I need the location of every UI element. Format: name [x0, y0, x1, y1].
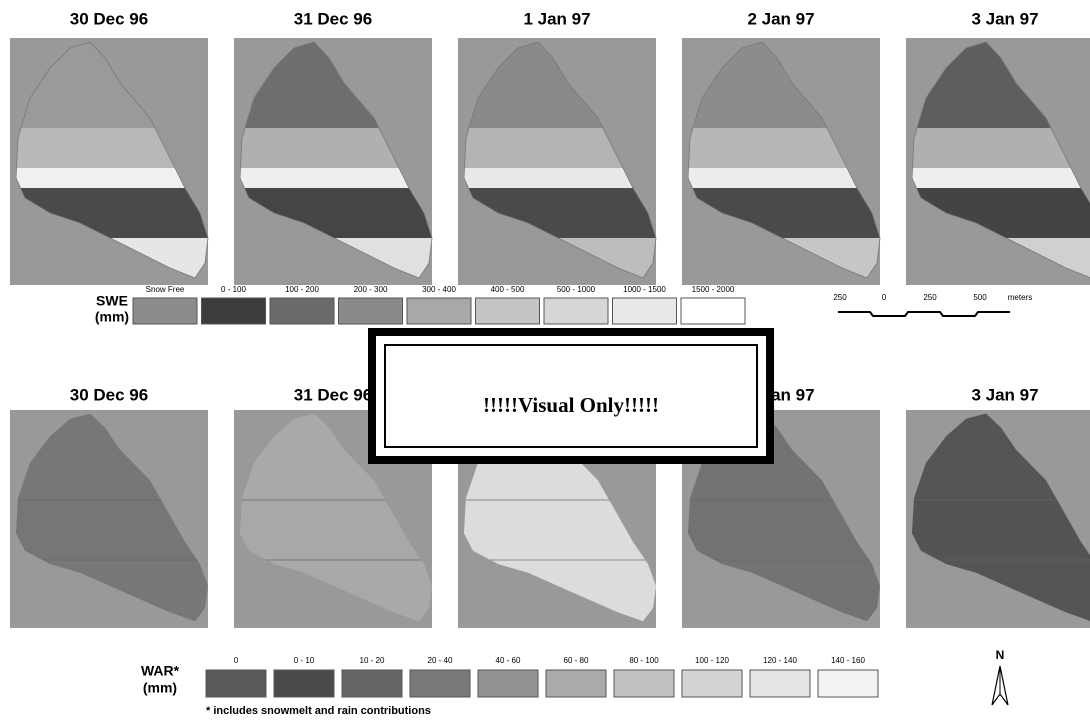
map-date: 3 Jan 97 — [971, 9, 1038, 28]
legend-swatch — [680, 297, 746, 325]
scale-label: 0 — [882, 293, 887, 302]
legend-unit: (mm) — [143, 680, 177, 696]
overlay-inner-frame — [384, 344, 758, 448]
legend-class: 60 - 80 — [564, 656, 589, 665]
legend-class: 400 - 500 — [491, 285, 525, 294]
legend-swatch — [545, 669, 607, 698]
legend-class: 0 - 100 — [221, 285, 246, 294]
legend-class: 500 - 1000 — [557, 285, 596, 294]
war-map — [10, 410, 208, 628]
swe-map — [906, 38, 1090, 285]
legend-class: 300 - 400 — [422, 285, 456, 294]
legend-swatch — [205, 669, 267, 698]
legend-swatch — [409, 669, 471, 698]
swe-map — [10, 38, 209, 285]
basin-zone — [16, 168, 208, 188]
legend-class: 0 — [234, 656, 239, 665]
legend-swatch — [338, 297, 403, 325]
overlay-text: !!!!!Visual Only!!!!! — [483, 393, 659, 417]
map-date: 3 Jan 97 — [971, 385, 1038, 404]
legend-class: 120 - 140 — [763, 656, 797, 665]
legend-swatch — [132, 297, 198, 325]
legend-swatch — [341, 669, 403, 698]
legend-swatch — [612, 297, 677, 325]
map-date: 1 Jan 97 — [523, 9, 590, 28]
map-date: 2 Jan 97 — [747, 9, 814, 28]
legends: SWE(mm)Snow Free 0 - 100 100 - 200 200 - 30… — [95, 285, 879, 717]
legend-class: 100 - 200 — [285, 285, 319, 294]
swe-map — [458, 38, 657, 285]
legend-swatch — [273, 669, 335, 698]
legend-class: 100 - 120 — [695, 656, 729, 665]
legend-unit: (mm) — [95, 309, 129, 325]
scale-bar: 250 0 250 500 meters — [833, 293, 1032, 317]
overlay: !!!!!Visual Only!!!!! — [368, 328, 774, 464]
north-arrow: N — [991, 648, 1009, 706]
legend-title: WAR* — [141, 663, 180, 679]
legend-class: 20 - 40 — [428, 656, 453, 665]
scale-label: 250 — [923, 293, 937, 302]
basin-zone — [688, 168, 880, 188]
legend-swatch — [681, 669, 743, 698]
legend-class: Snow Free — [146, 285, 185, 294]
legend-swatch — [749, 669, 811, 698]
basin-zone — [912, 499, 1090, 561]
map-date: 31 Dec 96 — [294, 9, 372, 28]
scale-unit: meters — [1008, 293, 1032, 302]
war-map — [682, 410, 880, 628]
legend-class: 1000 - 1500 — [623, 285, 666, 294]
basin-zone — [912, 168, 1090, 188]
footnote: * includes snowmelt and rain contributio… — [206, 705, 431, 717]
legend-class: 10 - 20 — [360, 656, 385, 665]
legend-class: 200 - 300 — [354, 285, 388, 294]
legend-swatch — [406, 297, 472, 325]
map-date: 30 Dec 96 — [70, 9, 148, 28]
map-date: 31 Dec 96 — [294, 385, 372, 404]
legend-swatch — [201, 297, 266, 325]
scale-line — [838, 311, 1010, 317]
legend-title: SWE — [96, 293, 128, 309]
legend-class: 80 - 100 — [629, 656, 659, 665]
map-date: 30 Dec 96 — [70, 385, 148, 404]
legend-swatch — [269, 297, 335, 325]
legend-swatch — [477, 669, 539, 698]
war-map — [906, 410, 1090, 628]
legend-swatch — [613, 669, 675, 698]
legend-class: 140 - 160 — [831, 656, 865, 665]
basin-zone — [464, 168, 656, 188]
legend-class: 1500 - 2000 — [692, 285, 735, 294]
swe-map — [234, 38, 433, 285]
war-map — [234, 410, 432, 628]
legend-swatch — [817, 669, 879, 698]
scale-label: 250 — [833, 293, 847, 302]
scale-label: 500 — [973, 293, 987, 302]
north-label: N — [996, 648, 1005, 662]
legend-swatch — [543, 297, 609, 325]
legend-swatch — [475, 297, 540, 325]
swe-map — [682, 38, 881, 285]
basin-zone — [240, 168, 432, 188]
legend-class: 40 - 60 — [496, 656, 521, 665]
legend-class: 0 - 10 — [294, 656, 315, 665]
